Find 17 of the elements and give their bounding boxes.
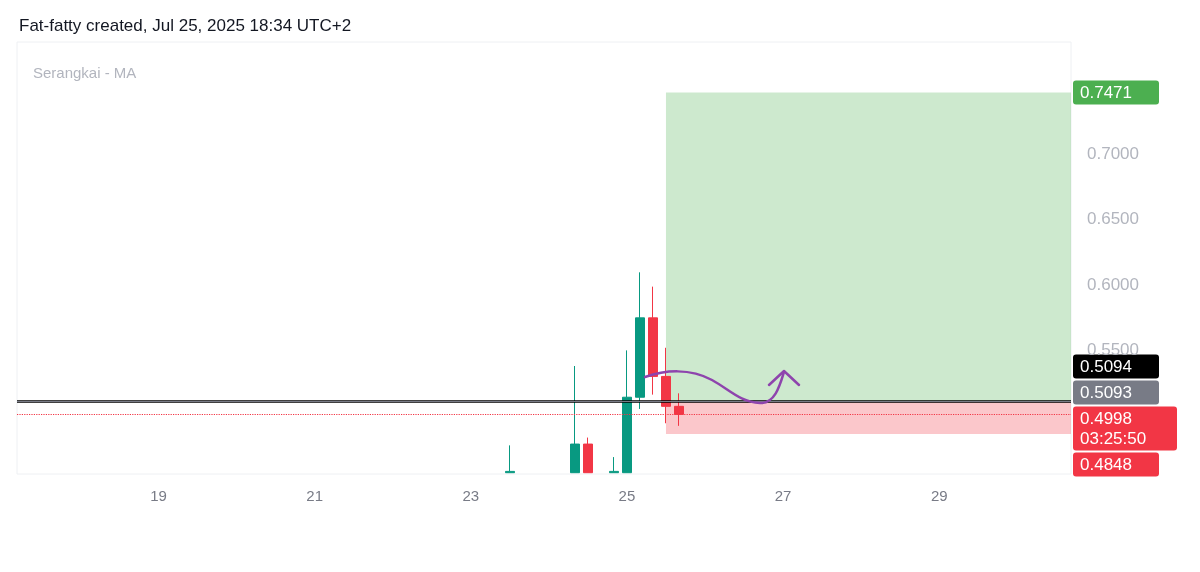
x-tick-label: 27 [774,487,792,504]
y-tick-label: 0.7000 [1087,144,1139,164]
x-tick-label: 25 [618,487,636,504]
band-label: 0.4848 [1080,455,1132,475]
text: Serangkai - MA [33,64,137,81]
y-tick-label: 0.5500 [1087,339,1139,359]
ref-line-label: 0.5093 [1080,383,1132,403]
x-tick-label: 29 [930,487,948,504]
y-tick-label: 0.6500 [1087,209,1139,229]
x-tick-label: 21 [306,487,323,504]
x-tick-label: 23 [462,487,480,504]
ref-line-label: 0.4998 03:25:50 [1080,409,1147,449]
x-tick-label: 19 [150,487,167,504]
ref-line-label: 0.5094 [1080,357,1132,377]
y-tick-label: 0.6000 [1087,274,1139,294]
chart-title: Fat-fatty created, Jul 25, 2025 18:34 UTC+2 [19,16,352,35]
band-label: 0.7471 [1080,83,1132,103]
